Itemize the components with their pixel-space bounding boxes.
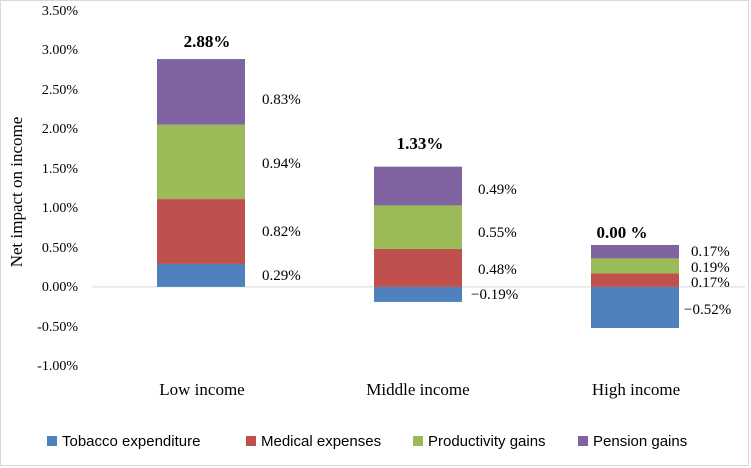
value-label: 0.49% [478,182,517,198]
value-label: 0.29% [262,268,301,284]
bar-segment [157,199,245,264]
total-label: 0.00 % [597,223,648,242]
y-tick-label: -1.00% [37,359,78,374]
y-axis-ticks: 3.50% 3.00% 2.50% 2.00% 1.50% 1.00% 0.50… [37,4,78,374]
category-label: High income [592,380,680,399]
legend-label: Medical expenses [261,433,381,450]
value-label: 0.17% [691,244,730,260]
category-label: Middle income [366,380,469,399]
bar-segments [157,59,679,329]
bar-segment [374,205,462,249]
x-axis-categories: Low income Middle income High income [159,380,680,399]
bar-segment [591,258,679,274]
value-label: 0.94% [262,156,301,172]
y-tick-label: 3.50% [42,4,79,19]
legend-swatch [413,436,423,446]
legend-label: Tobacco expenditure [62,433,200,450]
legend-label: Pension gains [593,433,687,450]
y-tick-label: 2.50% [42,83,79,98]
legend: Tobacco expenditure Medical expenses Pro… [47,433,687,450]
value-label: 0.55% [478,225,517,241]
y-tick-label: 0.50% [42,241,79,256]
value-label: 0.17% [691,275,730,291]
total-label: 1.33% [397,134,444,153]
y-tick-label: 3.00% [42,43,79,58]
value-label: 0.82% [262,224,301,240]
bar-segment [374,166,462,206]
legend-swatch [246,436,256,446]
bar-segment [157,59,245,125]
value-label: −0.19% [471,287,518,303]
bar-segment [591,286,679,329]
total-labels: 2.88% 1.33% 0.00 % [184,32,648,242]
y-tick-label: -0.50% [37,320,78,335]
legend-swatch [578,436,588,446]
y-axis-title: Net impact on income [7,117,26,268]
category-label: Low income [159,380,244,399]
bar-segment [157,263,245,287]
y-tick-label: 2.00% [42,122,79,137]
bar-segment [591,273,679,287]
value-label: −0.52% [684,302,731,318]
y-tick-label: 1.00% [42,201,79,216]
y-tick-label: 0.00% [42,280,79,295]
value-label: 0.19% [691,260,730,276]
bar-segment [157,124,245,200]
bar-segment [591,244,679,259]
bar-segment [374,286,462,302]
value-label: 0.83% [262,92,301,108]
y-tick-label: 1.50% [42,162,79,177]
total-label: 2.88% [184,32,231,51]
bar-segment [374,248,462,287]
legend-swatch [47,436,57,446]
legend-label: Productivity gains [428,433,546,450]
value-labels: 0.29% 0.82% 0.94% 0.83% −0.19% 0.48% 0.5… [262,92,731,318]
value-label: 0.48% [478,262,517,278]
